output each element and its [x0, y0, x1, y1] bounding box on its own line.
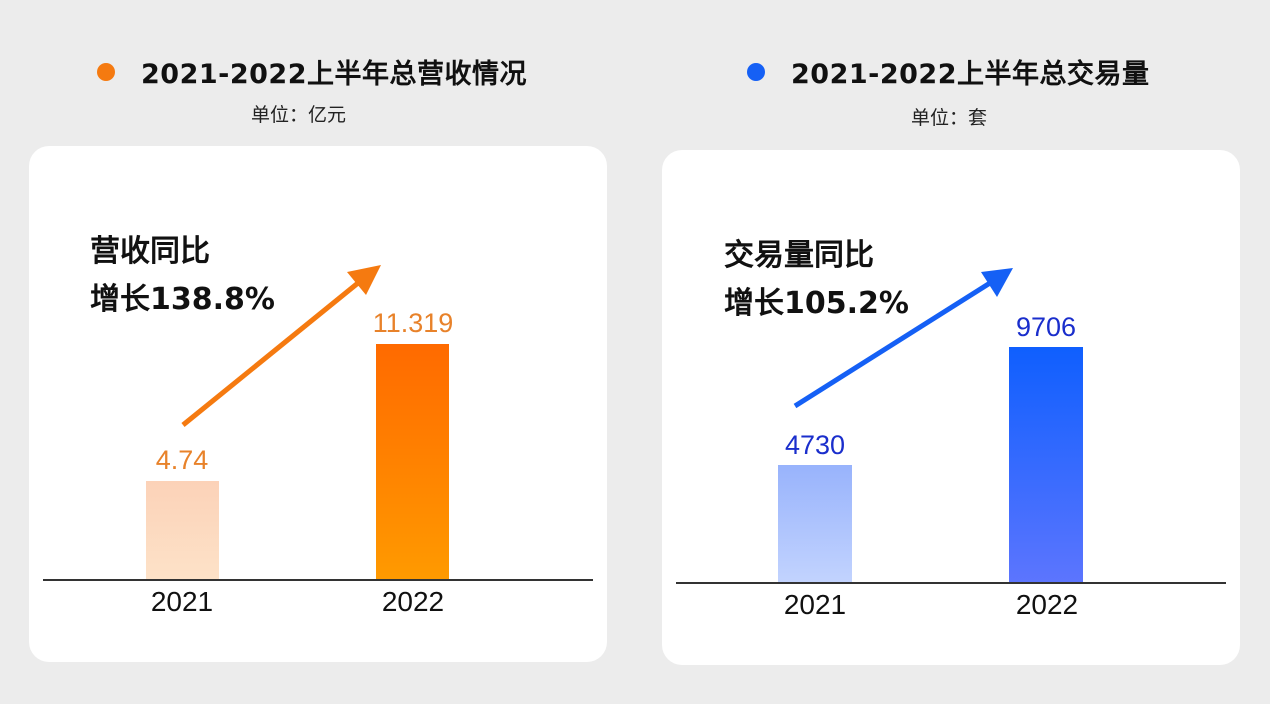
right-x-label-2022: 2022 [1015, 589, 1079, 620]
left-x-label-2022: 2022 [381, 586, 445, 617]
orange-bullet-icon [97, 62, 115, 81]
right-x-axis [676, 582, 1226, 584]
left-x-label-2021: 2021 [150, 586, 214, 617]
left-chart-title-row: 2021-2022上半年总营收情况 [97, 52, 527, 91]
blue-bullet-icon [747, 62, 765, 81]
right-growth-line1: 交易量同比 [724, 238, 874, 273]
right-chart-unit: 单位：套 [911, 107, 988, 129]
left-bar-2022-value: 11.319 [372, 308, 454, 338]
left-growth-line1: 营收同比 [90, 234, 210, 269]
right-bar-2022-value: 9706 [1015, 312, 1077, 342]
right-bar-2021-value: 4730 [784, 430, 846, 460]
left-bar-2021-value: 4.74 [155, 445, 209, 475]
right-chart-title-row: 2021-2022上半年总交易量 [747, 52, 1150, 91]
right-chart-card [662, 150, 1240, 665]
right-chart-title: 2021-2022上半年总交易量 [791, 59, 1150, 90]
left-growth-annotation: 营收同比 增长138.8% [90, 228, 275, 324]
left-bar-2022 [376, 344, 449, 580]
left-chart-title: 2021-2022上半年总营收情况 [141, 59, 527, 90]
right-growth-line2: 增长105.2% [724, 286, 909, 321]
left-growth-line2: 增长138.8% [90, 282, 275, 317]
left-x-axis [43, 579, 593, 581]
right-bar-2021 [778, 465, 852, 582]
right-bar-2022 [1009, 347, 1083, 582]
right-x-label-2021: 2021 [783, 589, 847, 620]
right-growth-annotation: 交易量同比 增长105.2% [724, 232, 909, 328]
left-bar-2021 [146, 481, 219, 580]
left-chart-card [29, 146, 607, 662]
left-chart-unit: 单位：亿元 [251, 104, 347, 126]
